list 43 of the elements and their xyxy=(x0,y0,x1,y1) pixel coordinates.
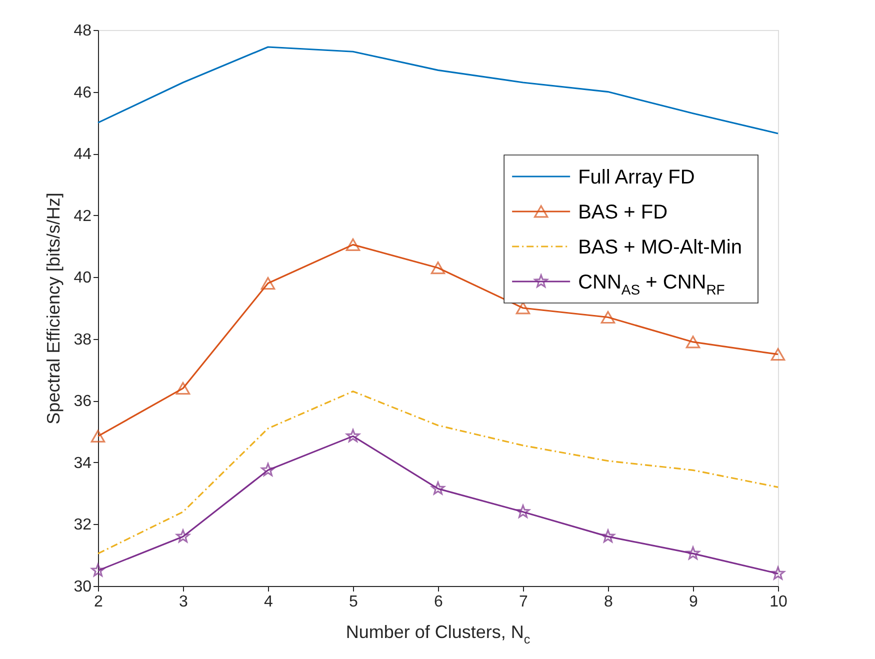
point xyxy=(176,382,190,395)
x-tick-label: 8 xyxy=(604,594,614,610)
y-tick-label: 34 xyxy=(74,454,92,472)
x-tick-label: 5 xyxy=(349,594,358,610)
point xyxy=(516,302,530,314)
x-tick-label: 6 xyxy=(434,594,444,610)
point xyxy=(770,348,786,361)
y-tick-label: 48 xyxy=(74,22,92,40)
point xyxy=(686,546,700,560)
y-axis-title: Spectral Efficiency [bits/s/Hz] xyxy=(44,192,64,424)
point xyxy=(686,336,700,348)
x-tick-label: 9 xyxy=(689,594,698,610)
y-tick-label: 44 xyxy=(74,146,92,164)
point xyxy=(91,563,105,576)
x-tick-label: 7 xyxy=(519,594,528,610)
y-tick-label: 46 xyxy=(74,84,92,102)
point xyxy=(346,238,360,251)
legend-label: Full Array FD xyxy=(578,166,695,188)
x-tick-label: 4 xyxy=(264,594,274,610)
point xyxy=(346,429,360,442)
point xyxy=(261,463,275,476)
x-tick-label: 10 xyxy=(770,594,788,610)
point xyxy=(431,482,445,495)
point xyxy=(771,566,785,580)
point xyxy=(430,262,446,274)
point xyxy=(601,529,615,542)
x-tick-label: 2 xyxy=(94,594,104,610)
point xyxy=(90,430,106,442)
point xyxy=(516,504,530,518)
line-series xyxy=(97,390,779,554)
y-tick-label: 42 xyxy=(74,208,92,225)
line-series xyxy=(97,46,779,134)
y-tick-label: 38 xyxy=(74,331,92,348)
x-tick-label: 3 xyxy=(179,594,188,610)
point xyxy=(260,277,276,290)
point xyxy=(176,529,190,542)
y-tick-label: 30 xyxy=(74,578,92,596)
y-tick-label: 36 xyxy=(74,393,92,410)
point xyxy=(600,310,616,324)
y-tick-label: 40 xyxy=(74,270,92,287)
legend-label: BAS + MO-Alt-Min xyxy=(578,236,742,258)
legend-label: BAS + FD xyxy=(578,202,668,224)
y-tick-label: 32 xyxy=(74,516,92,534)
